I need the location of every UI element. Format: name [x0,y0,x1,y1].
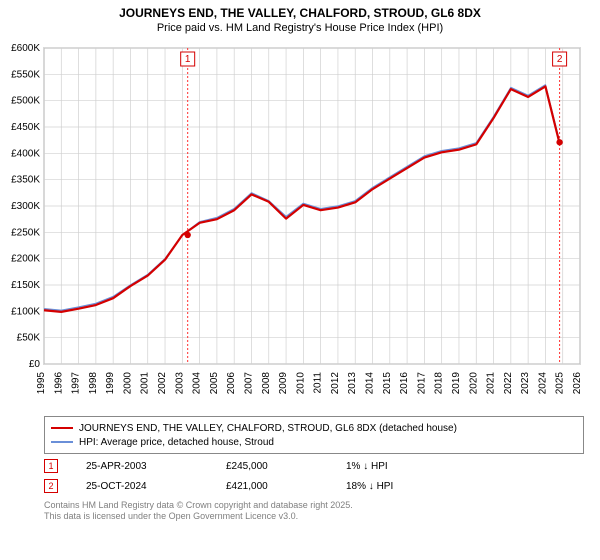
svg-text:1: 1 [185,54,191,65]
legend-swatch-hpi [51,441,73,443]
svg-text:£200K: £200K [11,254,40,265]
svg-text:2020: 2020 [468,372,479,395]
svg-text:2: 2 [557,54,563,65]
annotation-delta-1: 1% ↓ HPI [346,461,388,472]
svg-text:£350K: £350K [11,175,40,186]
svg-text:2015: 2015 [382,372,393,395]
svg-text:£0: £0 [29,359,41,370]
svg-text:£100K: £100K [11,306,40,317]
annotation-table: 1 25-APR-2003 £245,000 1% ↓ HPI 2 25-OCT… [44,456,584,496]
title-block: JOURNEYS END, THE VALLEY, CHALFORD, STRO… [0,0,600,34]
svg-text:2006: 2006 [226,372,237,395]
svg-text:2025: 2025 [555,372,566,395]
annotation-date-2: 25-OCT-2024 [86,481,226,492]
svg-text:1996: 1996 [53,372,64,395]
svg-text:2011: 2011 [313,372,324,394]
price-chart: £0£50K£100K£150K£200K£250K£300K£350K£400… [44,44,584,404]
svg-text:2002: 2002 [157,372,168,395]
svg-text:£250K: £250K [11,227,40,238]
chart-container: JOURNEYS END, THE VALLEY, CHALFORD, STRO… [0,0,600,560]
footnote-line-2: This data is licensed under the Open Gov… [44,511,584,522]
legend-label-price-paid: JOURNEYS END, THE VALLEY, CHALFORD, STRO… [79,423,457,434]
annotation-marker-1: 1 [44,459,58,473]
footnote: Contains HM Land Registry data © Crown c… [44,500,584,523]
svg-text:2001: 2001 [140,372,151,395]
svg-text:2024: 2024 [537,372,548,395]
svg-text:£600K: £600K [11,43,40,54]
annotation-marker-2: 2 [44,479,58,493]
legend-label-hpi: HPI: Average price, detached house, Stro… [79,437,274,448]
svg-text:2003: 2003 [174,372,185,395]
svg-text:£500K: £500K [11,96,40,107]
annotation-delta-2: 18% ↓ HPI [346,481,393,492]
svg-text:£550K: £550K [11,69,40,80]
annotation-price-2: £421,000 [226,481,346,492]
svg-text:2016: 2016 [399,372,410,395]
svg-text:2012: 2012 [330,372,341,395]
annotation-date-1: 25-APR-2003 [86,461,226,472]
svg-text:2004: 2004 [192,372,203,395]
svg-text:2010: 2010 [295,372,306,395]
svg-text:£450K: £450K [11,122,40,133]
svg-text:1997: 1997 [71,372,82,395]
footnote-line-1: Contains HM Land Registry data © Crown c… [44,500,584,511]
svg-text:1998: 1998 [88,372,99,395]
annotation-price-1: £245,000 [226,461,346,472]
title-line-1: JOURNEYS END, THE VALLEY, CHALFORD, STRO… [0,6,600,20]
svg-text:2022: 2022 [503,372,514,395]
svg-text:£50K: £50K [17,333,41,344]
svg-text:2005: 2005 [209,372,220,395]
title-line-2: Price paid vs. HM Land Registry's House … [0,22,600,34]
svg-text:2019: 2019 [451,372,462,395]
svg-text:2021: 2021 [486,372,497,395]
svg-text:2013: 2013 [347,372,358,395]
legend-item-price-paid: JOURNEYS END, THE VALLEY, CHALFORD, STRO… [51,421,577,435]
svg-text:£400K: £400K [11,148,40,159]
svg-text:£300K: £300K [11,201,40,212]
svg-text:2000: 2000 [122,372,133,395]
svg-text:2008: 2008 [261,372,272,395]
svg-text:£150K: £150K [11,280,40,291]
svg-text:2018: 2018 [434,372,445,395]
svg-text:2007: 2007 [243,372,254,395]
legend: JOURNEYS END, THE VALLEY, CHALFORD, STRO… [44,416,584,454]
svg-text:1999: 1999 [105,372,116,395]
legend-item-hpi: HPI: Average price, detached house, Stro… [51,435,577,449]
legend-swatch-price-paid [51,427,73,429]
svg-text:2023: 2023 [520,372,531,395]
annotation-row-2: 2 25-OCT-2024 £421,000 18% ↓ HPI [44,476,584,496]
svg-text:2017: 2017 [416,372,427,395]
svg-text:2009: 2009 [278,372,289,395]
svg-text:2014: 2014 [365,372,376,395]
svg-text:1995: 1995 [36,372,47,395]
svg-text:2026: 2026 [572,372,583,395]
annotation-row-1: 1 25-APR-2003 £245,000 1% ↓ HPI [44,456,584,476]
